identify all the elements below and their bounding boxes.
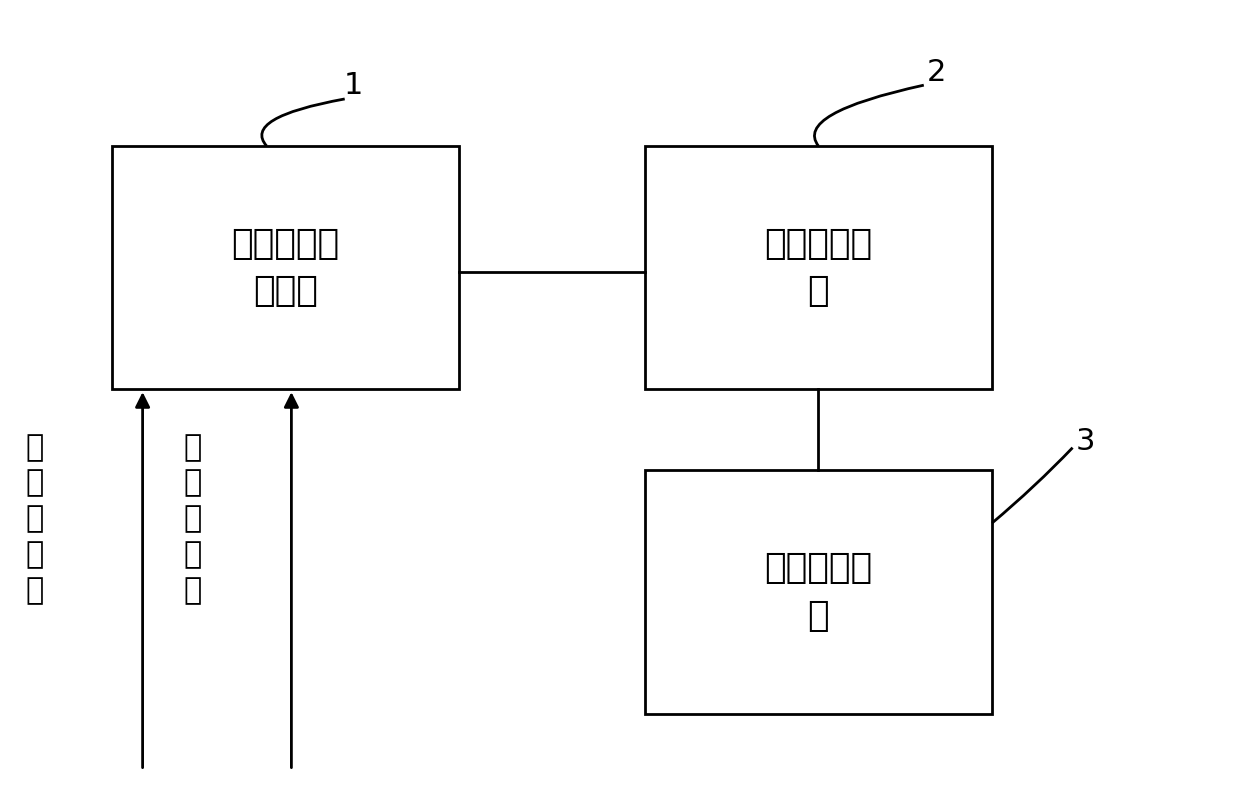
Text: 判断警示单
元: 判断警示单 元 <box>764 551 873 633</box>
Text: 3: 3 <box>1075 427 1095 457</box>
Text: 1: 1 <box>343 71 363 100</box>
Text: 2: 2 <box>926 58 946 88</box>
Text: 钻杆确定单
元: 钻杆确定单 元 <box>764 227 873 308</box>
Text: 拉
力
突
变
量: 拉 力 突 变 量 <box>26 433 43 605</box>
Text: 第一参数获
取单元: 第一参数获 取单元 <box>231 227 340 308</box>
Bar <box>645 470 992 714</box>
Bar <box>645 146 992 389</box>
Text: 钻
杆
长
度
值: 钻 杆 长 度 值 <box>184 433 201 605</box>
Bar <box>112 146 459 389</box>
